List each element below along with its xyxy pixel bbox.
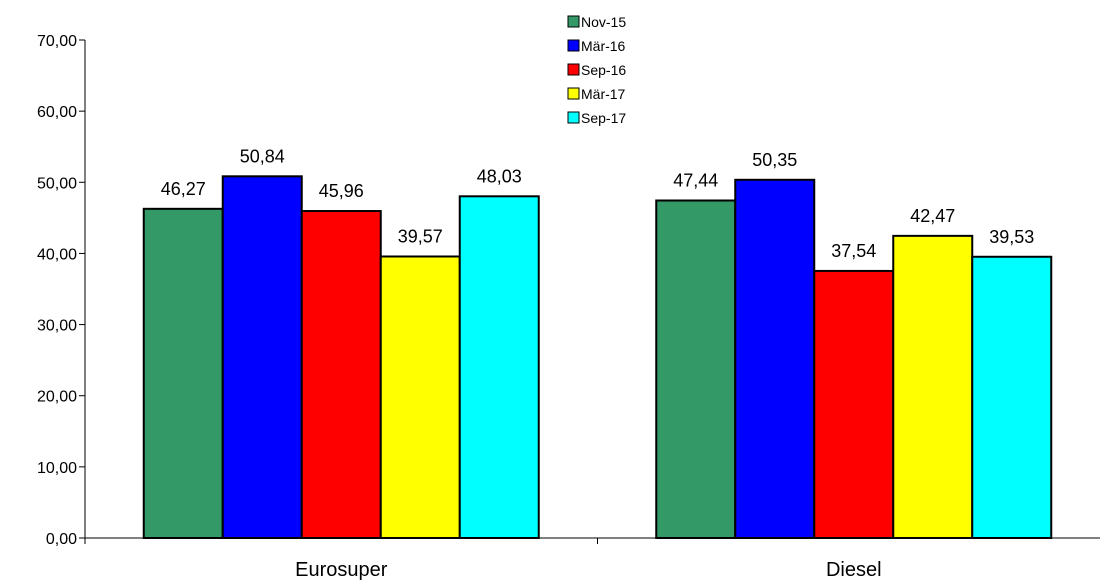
data-label: 45,96	[319, 181, 364, 201]
bar-eurosuper-4	[458, 195, 540, 540]
data-label: 50,35	[752, 150, 797, 170]
data-label: 39,53	[989, 227, 1034, 247]
bars	[142, 175, 1053, 540]
legend-swatch	[567, 87, 580, 100]
legend-swatch	[567, 15, 580, 28]
data-label: 39,57	[398, 226, 443, 246]
y-tick-label: 20,00	[37, 389, 77, 406]
bar-diesel-1	[734, 178, 816, 539]
y-tick-label: 70,00	[37, 33, 77, 50]
bar-diesel-2	[813, 269, 895, 539]
data-label: 48,03	[477, 166, 522, 186]
y-tick-label: 10,00	[37, 460, 77, 477]
legend-swatch	[567, 111, 580, 124]
bar-eurosuper-0	[142, 207, 224, 540]
y-tick-label: 40,00	[37, 246, 77, 263]
legend-swatch	[567, 63, 580, 76]
data-labels: 46,27 50,84 45,96 39,57 48,03 47,44 50,35 37,54…	[161, 146, 1035, 261]
y-tick-label: 30,00	[37, 318, 77, 335]
x-category-label: Eurosuper	[295, 559, 388, 581]
bar-diesel-4	[971, 255, 1053, 539]
bar-eurosuper-1	[221, 175, 303, 539]
y-tick-label: 60,00	[37, 104, 77, 121]
data-label: 47,44	[673, 170, 718, 190]
legend: Nov-15 Mär-16 Sep-16 Mär-17 Sep-17	[567, 14, 626, 126]
y-axis: 0,00 10,00 20,00 30,00 40,00 50,00 60,00 70,00	[37, 33, 86, 548]
legend-label: Sep-17	[581, 110, 626, 126]
bar-diesel-0	[655, 199, 737, 539]
data-label: 37,54	[831, 241, 876, 261]
bar-diesel-3	[892, 234, 974, 539]
legend-swatch	[567, 39, 580, 52]
y-tick-label: 0,00	[46, 531, 77, 548]
data-label: 42,47	[910, 206, 955, 226]
data-label: 50,84	[240, 146, 285, 166]
x-axis: Eurosuper Diesel	[84, 537, 1100, 581]
x-category-label: Diesel	[826, 559, 882, 581]
y-tick-label: 50,00	[37, 175, 77, 192]
legend-label: Mär-16	[581, 38, 626, 54]
legend-label: Mär-17	[581, 86, 626, 102]
bar-eurosuper-2	[300, 210, 382, 539]
legend-label: Sep-16	[581, 62, 626, 78]
data-label: 46,27	[161, 179, 206, 199]
legend-label: Nov-15	[581, 14, 626, 30]
bar-eurosuper-3	[379, 255, 461, 539]
